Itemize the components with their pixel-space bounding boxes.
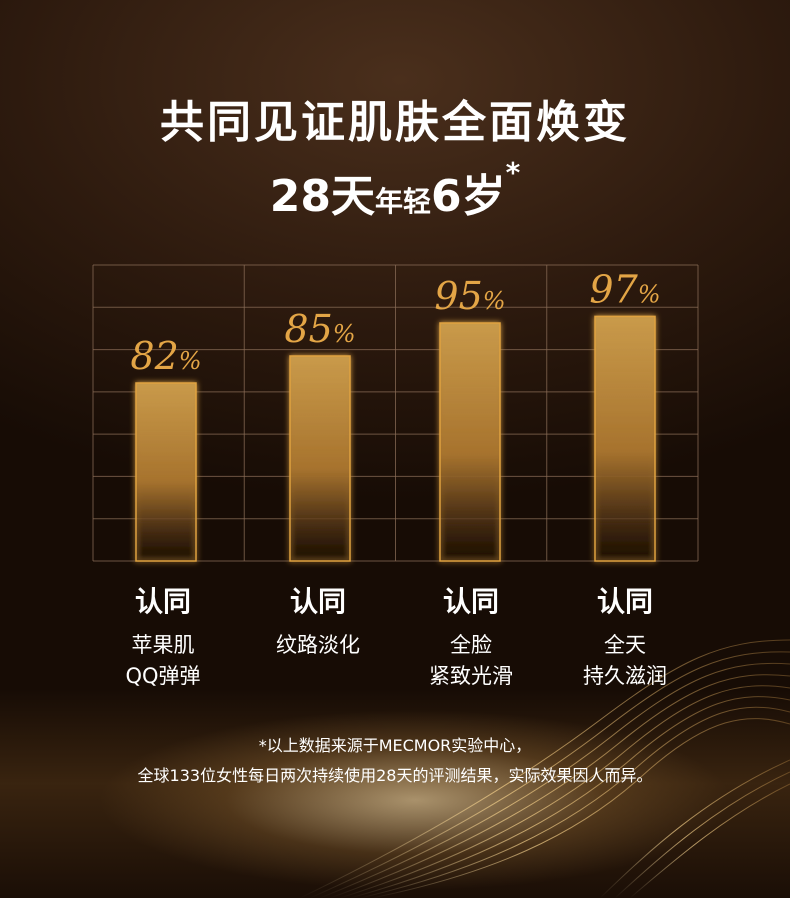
category-2-agree: 认同	[289, 585, 346, 618]
category-1-line2: QQ弹弹	[125, 664, 201, 688]
category-4-line1: 全天	[604, 633, 646, 657]
category-1-line1: 苹果肌	[131, 633, 195, 657]
category-2-line1: 纹路淡化	[276, 633, 360, 657]
bar-value-label-4: 97%	[589, 267, 660, 311]
bar-2	[289, 355, 351, 562]
bar-4	[594, 315, 656, 562]
bar-value-label-1: 82%	[130, 334, 201, 378]
footnote-line-1: *以上数据来源于MECMOR实验中心，	[258, 736, 532, 755]
category-3-line2: 紧致光滑	[429, 664, 513, 688]
footnote-line-2: 全球133位女性每日两次持续使用28天的评测结果，实际效果因人而异。	[137, 766, 653, 785]
category-1-agree: 认同	[134, 585, 191, 618]
bar-value-label-3: 95%	[434, 274, 505, 318]
bar-3	[439, 322, 501, 562]
subtitle-asterisk: *	[505, 156, 521, 189]
bar-value-label-2: 85%	[284, 307, 355, 351]
subtitle-days: 28天	[269, 171, 375, 222]
category-4-line2: 持久滋润	[583, 664, 667, 688]
subtitle-years: 6岁	[430, 171, 506, 222]
page-title: 共同见证肌肤全面焕变	[160, 97, 630, 148]
category-3: 认同 全脸 紧致光滑	[396, 580, 546, 692]
category-2: 认同 纹路淡化	[243, 580, 393, 661]
page-subtitle: 28天年轻6岁*	[0, 156, 790, 224]
category-4-agree: 认同	[596, 585, 653, 618]
subtitle-younger: 年轻	[374, 185, 431, 218]
category-3-agree: 认同	[442, 585, 499, 618]
category-1: 认同 苹果肌 QQ弹弹	[88, 580, 238, 692]
bar-1	[135, 382, 197, 562]
category-4: 认同 全天 持久滋润	[550, 580, 700, 692]
category-3-line1: 全脸	[450, 633, 492, 657]
